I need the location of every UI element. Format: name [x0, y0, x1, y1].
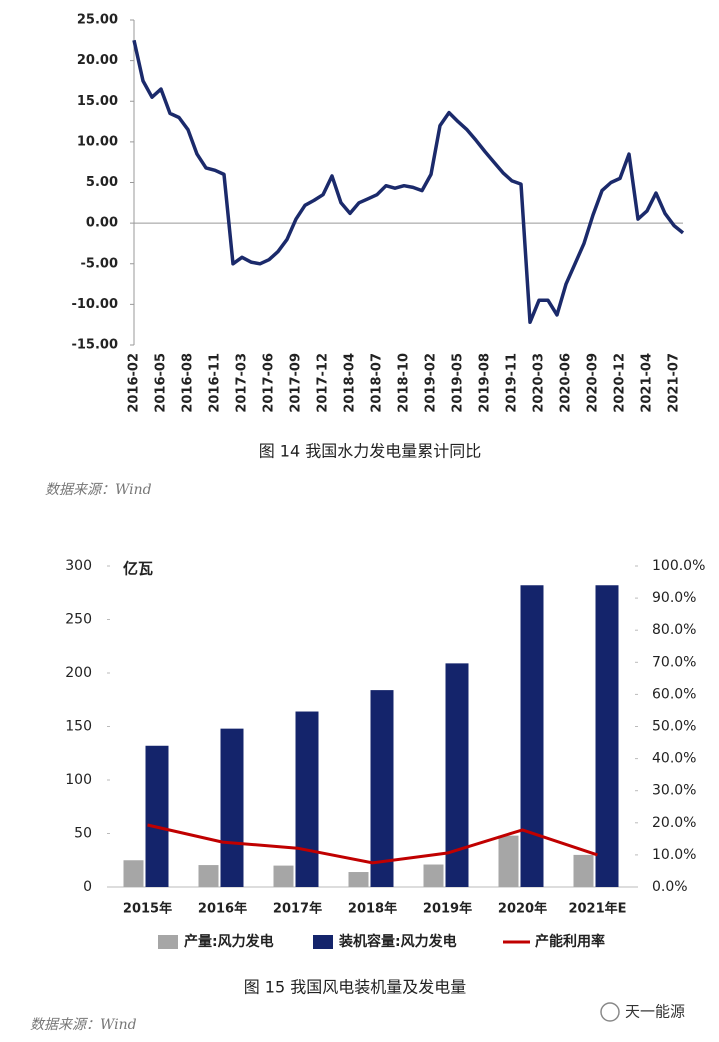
x-tick-label: 2021-04	[640, 353, 655, 413]
x-tick-label: 2018-04	[343, 353, 358, 413]
data-line	[132, 39, 685, 325]
watermark-icon	[600, 1002, 620, 1022]
bar	[198, 865, 219, 887]
bar	[370, 690, 394, 887]
series-line	[147, 823, 598, 865]
y2-tick-label: 60.0%	[652, 686, 696, 702]
y-tick-label: 0	[83, 879, 92, 895]
y-tick-label: 150	[65, 719, 92, 735]
y-tick-label: 0.00	[86, 216, 118, 231]
x-tick-label: 2021年E	[568, 901, 626, 917]
x-tick-label: 2017-03	[235, 353, 250, 413]
y-tick-label: 50	[74, 826, 92, 842]
x-tick-label: 2018年	[348, 901, 397, 917]
chart-caption: 图 14 我国水力发电量累计同比	[259, 442, 482, 461]
chart-caption: 图 15 我国风电装机量及发电量	[244, 978, 467, 997]
y-tick-label: -5.00	[81, 256, 118, 271]
x-tick-label: 2016-08	[181, 353, 196, 413]
y-tick-label: 100	[65, 772, 92, 788]
legend-label: 产量:风力发电	[184, 933, 274, 950]
y-tick-label: 15.00	[77, 94, 118, 109]
y-tick-label: 250	[65, 612, 92, 628]
legend-swatch	[158, 935, 178, 949]
x-tick-label: 2016-11	[208, 353, 223, 413]
x-tick-label: 2018-07	[370, 353, 385, 413]
x-tick-label: 2020年	[498, 901, 547, 917]
y-tick-label: 5.00	[86, 175, 118, 190]
x-tick-label: 2017-12	[316, 353, 331, 413]
bar	[520, 585, 544, 887]
y2-tick-label: 100.0%	[652, 558, 705, 574]
y2-tick-label: 10.0%	[652, 847, 696, 863]
x-tick-label: 2017-06	[262, 353, 277, 413]
bar	[445, 663, 469, 887]
x-tick-label: 2016-02	[127, 353, 142, 413]
y-unit-label: 亿瓦	[123, 560, 153, 578]
bar	[220, 728, 244, 887]
y2-tick-label: 70.0%	[652, 654, 696, 670]
x-tick-label: 2017-09	[289, 353, 304, 413]
x-tick-label: 2018-10	[397, 353, 412, 413]
bar	[498, 835, 519, 887]
bar	[595, 585, 619, 887]
x-tick-label: 2020-06	[559, 353, 574, 413]
y-tick-label: 25.00	[77, 13, 118, 28]
y2-tick-label: 0.0%	[652, 879, 688, 895]
bar	[145, 745, 169, 887]
y-tick-label: 200	[65, 665, 92, 681]
y-tick-label: 300	[65, 558, 92, 574]
y2-tick-label: 50.0%	[652, 719, 696, 735]
y2-tick-label: 80.0%	[652, 622, 696, 638]
x-tick-label: 2016年	[198, 901, 247, 917]
x-tick-label: 2020-03	[532, 353, 547, 413]
watermark: 天一能源	[625, 1003, 685, 1021]
x-tick-label: 2019-11	[505, 353, 520, 413]
y2-tick-label: 40.0%	[652, 751, 696, 767]
x-tick-label: 2020-12	[613, 353, 628, 413]
x-tick-label: 2019年	[423, 901, 472, 917]
bar	[295, 711, 319, 887]
source-note: 数据来源：Wind	[30, 1017, 137, 1033]
y2-tick-label: 90.0%	[652, 590, 696, 606]
x-tick-label: 2020-09	[586, 353, 601, 413]
x-tick-label: 2019-02	[424, 353, 439, 413]
y-tick-label: -10.00	[71, 297, 118, 312]
y-tick-label: -15.00	[71, 338, 118, 353]
y2-tick-label: 30.0%	[652, 783, 696, 799]
y-tick-label: 20.00	[77, 53, 118, 68]
x-tick-label: 2015年	[123, 901, 172, 917]
bar	[348, 872, 369, 887]
bar	[423, 864, 444, 887]
legend-swatch	[313, 935, 333, 949]
bar	[123, 860, 144, 887]
legend-label: 产能利用率	[535, 933, 605, 950]
bar	[573, 854, 594, 887]
y2-tick-label: 20.0%	[652, 815, 696, 831]
bar	[273, 865, 294, 887]
source-note: 数据来源：Wind	[45, 482, 152, 498]
x-tick-label: 2019-05	[451, 353, 466, 413]
x-tick-label: 2019-08	[478, 353, 493, 413]
x-tick-label: 2017年	[273, 901, 322, 917]
legend-label: 装机容量:风力发电	[338, 933, 457, 950]
y-tick-label: 10.00	[77, 134, 118, 149]
x-tick-label: 2016-05	[154, 353, 169, 413]
x-tick-label: 2021-07	[667, 353, 682, 413]
